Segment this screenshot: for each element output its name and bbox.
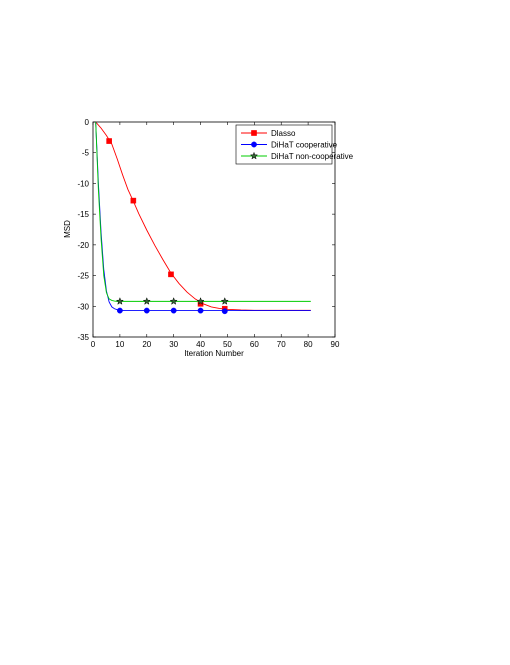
legend-items: Dlasso DiHaT cooperative DiHaT non-coopera… [241, 129, 354, 161]
x-tick-label: 20 [142, 340, 151, 349]
x-tick-label: 60 [250, 340, 259, 349]
y-tick-label: -15 [77, 210, 89, 219]
legend-marker-dihat-non-cooperative [249, 151, 259, 160]
x-tick-label: 80 [304, 340, 313, 349]
data-point-dihat-non-cooperative [196, 297, 205, 305]
data-point-dlasso [130, 197, 137, 204]
data-point-dlasso [168, 271, 174, 278]
series-layer [95, 121, 311, 315]
legend: Dlasso DiHaT cooperative DiHaT non-coopera… [235, 124, 354, 165]
y-tick-label: -10 [77, 179, 89, 188]
legend-label-dihat-cooperative: DiHaT cooperative [271, 141, 338, 150]
data-point-dihat-non-cooperative [220, 297, 229, 305]
ticks-layer: 0 10 20 30 40 50 60 70 80 90 0 -5 -10 -15 -20 -25 -30 -35 [77, 118, 340, 349]
data-point-dihat-cooperative [170, 307, 177, 314]
x-tick-label: 0 [91, 340, 96, 349]
legend-label-dlasso: Dlasso [271, 129, 296, 138]
data-point-dihat-non-cooperative [142, 297, 151, 305]
y-tick-label: -25 [77, 272, 89, 281]
x-axis-label: Iteration Number [184, 349, 244, 358]
y-tick-label: -20 [77, 241, 89, 250]
data-point-dihat-cooperative [116, 307, 123, 314]
legend-marker-dlasso [251, 130, 257, 136]
y-tick-label: -30 [77, 302, 89, 311]
y-axis-label: MSD [63, 220, 72, 238]
legend-marker-dihat-cooperative [251, 141, 257, 148]
legend-label-dihat-non-cooperative: DiHaT non-cooperative [271, 152, 354, 161]
data-point-dlasso [106, 138, 112, 144]
y-tick-label: -5 [82, 149, 90, 158]
data-point-dihat-non-cooperative [169, 297, 178, 305]
data-point-dihat-cooperative [197, 307, 204, 314]
data-point-dihat-cooperative [221, 308, 228, 315]
x-tick-label: 70 [277, 340, 286, 349]
data-point-dihat-cooperative [143, 307, 150, 314]
data-point-dihat-non-cooperative [115, 297, 124, 305]
y-tick-label: 0 [85, 118, 90, 127]
x-tick-label: 90 [331, 340, 340, 349]
x-tick-label: 30 [169, 340, 178, 349]
x-tick-label: 50 [223, 340, 232, 349]
x-tick-label: 40 [196, 340, 205, 349]
x-tick-label: 10 [115, 340, 124, 349]
y-tick-label: -35 [77, 333, 89, 342]
